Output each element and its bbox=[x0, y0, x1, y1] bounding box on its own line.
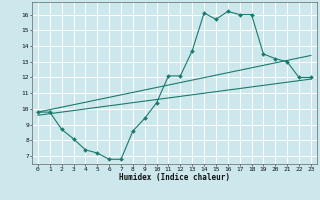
X-axis label: Humidex (Indice chaleur): Humidex (Indice chaleur) bbox=[119, 173, 230, 182]
